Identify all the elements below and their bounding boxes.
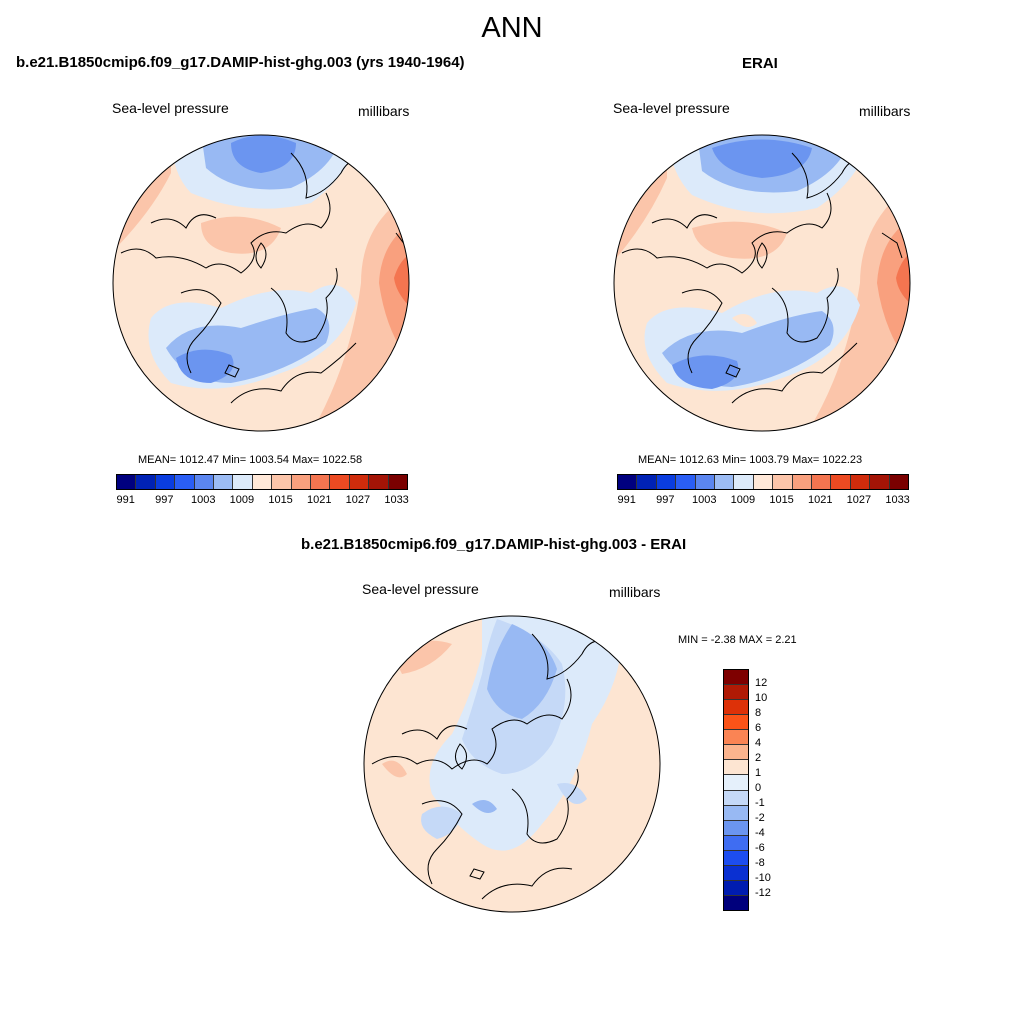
colorbar-swatch bbox=[311, 475, 331, 489]
colorbar-tick-label: 1033 bbox=[885, 494, 910, 506]
model-panel-title: b.e21.B1850cmip6.f09_g17.DAMIP-hist-ghg.… bbox=[16, 54, 465, 71]
colorbar-tick-label: 1015 bbox=[769, 494, 794, 506]
colorbar-swatch bbox=[369, 475, 389, 489]
colorbar-tick-label: 1003 bbox=[692, 494, 717, 506]
colorbar-tick-label: -8 bbox=[755, 857, 765, 869]
colorbar-tick-label: -2 bbox=[755, 812, 765, 824]
colorbar-swatch bbox=[724, 685, 748, 701]
model-variable-label: Sea-level pressure bbox=[112, 100, 229, 116]
obs-units-label: millibars bbox=[859, 103, 911, 119]
colorbar-swatch bbox=[724, 670, 748, 686]
colorbar-tick-label: 991 bbox=[617, 494, 636, 506]
colorbar-tick-label: -12 bbox=[755, 887, 771, 899]
colorbar-swatch bbox=[724, 820, 748, 836]
colorbar-swatch bbox=[637, 475, 657, 489]
colorbar-tick-label: 0 bbox=[755, 782, 762, 794]
diff-colorbar bbox=[723, 669, 749, 911]
colorbar-swatch bbox=[724, 805, 748, 821]
colorbar-swatch bbox=[724, 775, 748, 791]
colorbar-tick-label: 1015 bbox=[268, 494, 293, 506]
colorbar-swatch bbox=[155, 475, 176, 489]
colorbar-swatch bbox=[233, 475, 253, 489]
colorbar-swatch bbox=[656, 475, 677, 489]
colorbar-swatch bbox=[214, 475, 234, 489]
obs-colorbar-ticks: 991 997 1003 1009 1015 1021 1027 1033 bbox=[617, 494, 910, 508]
colorbar-tick-label: -4 bbox=[755, 827, 765, 839]
colorbar-swatch bbox=[724, 865, 748, 881]
model-colorbar bbox=[116, 474, 408, 490]
colorbar-swatch bbox=[724, 790, 748, 806]
diff-units-label: millibars bbox=[609, 584, 661, 600]
colorbar-swatch bbox=[870, 475, 890, 489]
colorbar-tick-label: 1021 bbox=[307, 494, 332, 506]
diff-variable-label: Sea-level pressure bbox=[362, 581, 479, 597]
colorbar-tick-label: 8 bbox=[755, 707, 762, 719]
diff-polar-map bbox=[363, 615, 661, 913]
colorbar-swatch bbox=[724, 880, 748, 896]
colorbar-swatch bbox=[724, 700, 748, 716]
colorbar-tick-label: 991 bbox=[116, 494, 135, 506]
diff-panel-title: b.e21.B1850cmip6.f09_g17.DAMIP-hist-ghg.… bbox=[301, 536, 687, 553]
colorbar-swatch bbox=[724, 835, 748, 851]
colorbar-tick-label: 1033 bbox=[384, 494, 409, 506]
colorbar-swatch bbox=[136, 475, 156, 489]
colorbar-tick-label: 1003 bbox=[191, 494, 216, 506]
colorbar-swatch bbox=[812, 475, 832, 489]
model-units-label: millibars bbox=[358, 103, 410, 119]
colorbar-tick-label: 997 bbox=[155, 494, 174, 506]
colorbar-tick-label: 1 bbox=[755, 767, 762, 779]
obs-polar-map bbox=[613, 134, 911, 432]
figure-title: ANN bbox=[481, 12, 543, 44]
colorbar-tick-label: 1009 bbox=[229, 494, 255, 506]
model-polar-map bbox=[112, 134, 410, 432]
colorbar-swatch bbox=[724, 730, 748, 746]
colorbar-swatch bbox=[724, 715, 748, 731]
colorbar-tick-label: 1021 bbox=[808, 494, 833, 506]
colorbar-swatch bbox=[724, 895, 748, 910]
obs-variable-label: Sea-level pressure bbox=[613, 100, 730, 116]
colorbar-swatch bbox=[194, 475, 215, 489]
colorbar-swatch bbox=[388, 475, 408, 489]
colorbar-tick-label: 10 bbox=[755, 692, 768, 704]
colorbar-swatch bbox=[724, 850, 748, 866]
colorbar-tick-label: 1027 bbox=[345, 494, 371, 506]
colorbar-swatch bbox=[753, 475, 774, 489]
obs-panel-title: ERAI bbox=[742, 55, 778, 72]
diff-stats: MIN = -2.38 MAX = 2.21 bbox=[678, 634, 797, 646]
colorbar-tick-label: 1027 bbox=[846, 494, 872, 506]
colorbar-swatch bbox=[695, 475, 716, 489]
obs-colorbar bbox=[617, 474, 909, 490]
diff-colorbar-ticks: 12 10 8 6 4 2 1 0 -1 -2 -4 -6 -8 -10 -12 bbox=[755, 669, 795, 909]
colorbar-swatch bbox=[349, 475, 370, 489]
model-colorbar-ticks: 991 997 1003 1009 1015 1021 1027 1033 bbox=[116, 494, 409, 508]
colorbar-tick-label: -10 bbox=[755, 872, 771, 884]
colorbar-swatch bbox=[291, 475, 312, 489]
colorbar-swatch bbox=[724, 745, 748, 761]
colorbar-tick-label: -6 bbox=[755, 842, 765, 854]
model-stats: MEAN= 1012.47 Min= 1003.54 Max= 1022.58 bbox=[138, 454, 363, 466]
colorbar-swatch bbox=[734, 475, 754, 489]
colorbar-tick-label: 12 bbox=[755, 677, 768, 689]
obs-stats: MEAN= 1012.63 Min= 1003.79 Max= 1022.23 bbox=[638, 454, 863, 466]
colorbar-swatch bbox=[724, 760, 748, 776]
colorbar-swatch bbox=[252, 475, 273, 489]
colorbar-swatch bbox=[831, 475, 851, 489]
colorbar-tick-label: 4 bbox=[755, 737, 762, 749]
colorbar-swatch bbox=[272, 475, 292, 489]
colorbar-tick-label: 6 bbox=[755, 722, 762, 734]
colorbar-tick-label: 997 bbox=[656, 494, 675, 506]
colorbar-swatch bbox=[773, 475, 793, 489]
colorbar-tick-label: 1009 bbox=[730, 494, 756, 506]
colorbar-tick-label: -1 bbox=[755, 797, 765, 809]
colorbar-swatch bbox=[715, 475, 735, 489]
colorbar-tick-label: 2 bbox=[755, 752, 762, 764]
colorbar-swatch bbox=[889, 475, 909, 489]
colorbar-swatch bbox=[330, 475, 350, 489]
colorbar-swatch bbox=[850, 475, 871, 489]
colorbar-swatch bbox=[175, 475, 195, 489]
colorbar-swatch bbox=[117, 475, 137, 489]
colorbar-swatch bbox=[676, 475, 696, 489]
colorbar-swatch bbox=[792, 475, 813, 489]
colorbar-swatch bbox=[618, 475, 638, 489]
